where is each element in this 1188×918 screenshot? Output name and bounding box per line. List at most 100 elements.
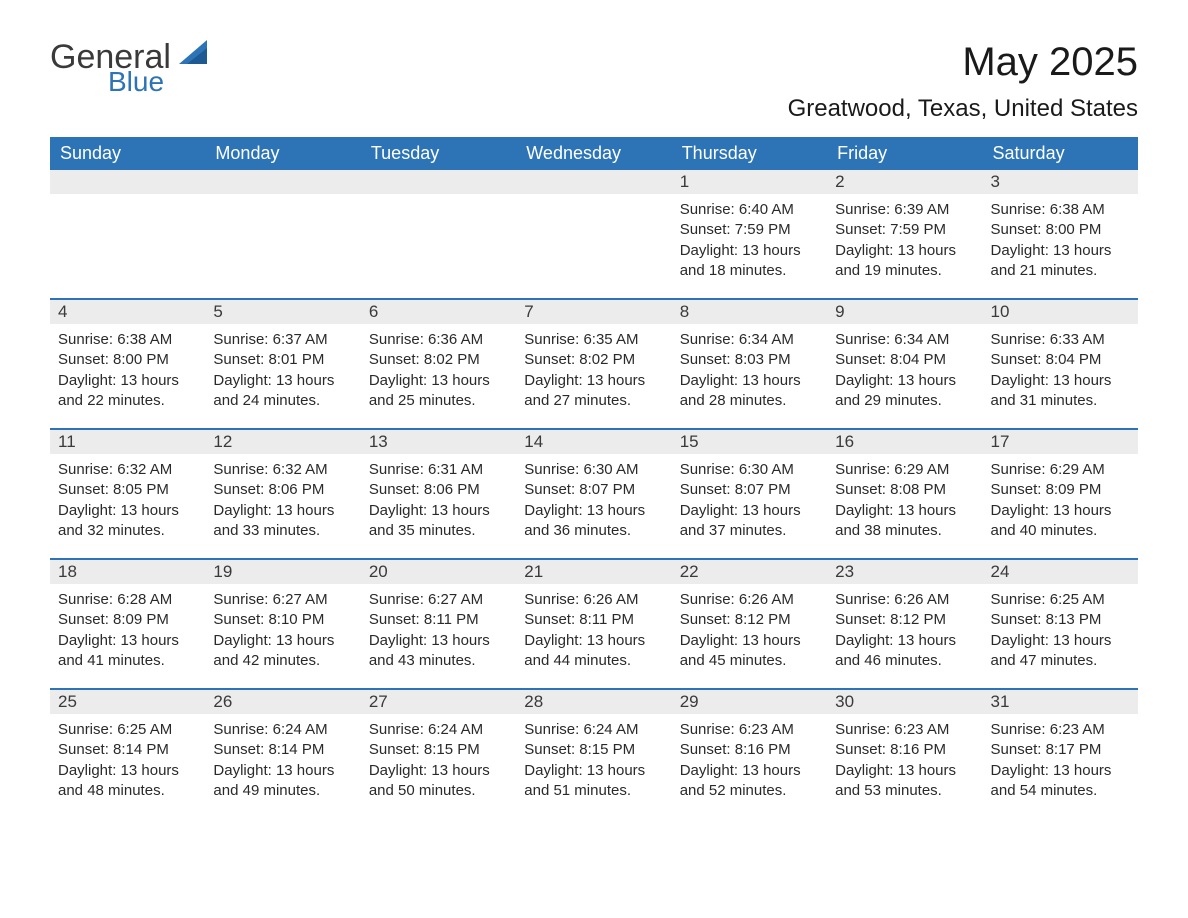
sunrise-line: Sunrise: 6:35 AM (524, 330, 663, 350)
daylight-line: and 48 minutes. (58, 781, 197, 801)
day-cell: 7Sunrise: 6:35 AMSunset: 8:02 PMDaylight… (516, 300, 671, 428)
sunset-line: Sunset: 8:06 PM (213, 480, 352, 500)
daylight-line: Daylight: 13 hours (524, 501, 663, 521)
day-number: 21 (516, 560, 671, 584)
sunset-line: Sunset: 8:17 PM (991, 740, 1130, 760)
daylight-line: and 40 minutes. (991, 521, 1130, 541)
sunset-line: Sunset: 8:04 PM (835, 350, 974, 370)
sunrise-line: Sunrise: 6:24 AM (369, 720, 508, 740)
day-details: Sunrise: 6:34 AMSunset: 8:04 PMDaylight:… (827, 324, 982, 417)
day-number: 10 (983, 300, 1138, 324)
day-number: 30 (827, 690, 982, 714)
sunset-line: Sunset: 8:04 PM (991, 350, 1130, 370)
day-number (361, 170, 516, 194)
calendar-week: 1Sunrise: 6:40 AMSunset: 7:59 PMDaylight… (50, 170, 1138, 298)
day-details: Sunrise: 6:30 AMSunset: 8:07 PMDaylight:… (516, 454, 671, 547)
daylight-line: and 41 minutes. (58, 651, 197, 671)
day-cell: 23Sunrise: 6:26 AMSunset: 8:12 PMDayligh… (827, 560, 982, 688)
daylight-line: and 49 minutes. (213, 781, 352, 801)
day-details: Sunrise: 6:37 AMSunset: 8:01 PMDaylight:… (205, 324, 360, 417)
day-number: 24 (983, 560, 1138, 584)
daylight-line: and 44 minutes. (524, 651, 663, 671)
day-number: 12 (205, 430, 360, 454)
sunset-line: Sunset: 8:16 PM (680, 740, 819, 760)
daylight-line: and 33 minutes. (213, 521, 352, 541)
day-cell: 5Sunrise: 6:37 AMSunset: 8:01 PMDaylight… (205, 300, 360, 428)
day-details: Sunrise: 6:23 AMSunset: 8:17 PMDaylight:… (983, 714, 1138, 807)
sunrise-line: Sunrise: 6:30 AM (680, 460, 819, 480)
day-details: Sunrise: 6:23 AMSunset: 8:16 PMDaylight:… (827, 714, 982, 807)
page-title: May 2025 (788, 40, 1138, 85)
day-details: Sunrise: 6:30 AMSunset: 8:07 PMDaylight:… (672, 454, 827, 547)
daylight-line: Daylight: 13 hours (680, 761, 819, 781)
sunrise-line: Sunrise: 6:32 AM (213, 460, 352, 480)
sunrise-line: Sunrise: 6:30 AM (524, 460, 663, 480)
daylight-line: Daylight: 13 hours (991, 371, 1130, 391)
daylight-line: Daylight: 13 hours (680, 501, 819, 521)
sunset-line: Sunset: 8:09 PM (58, 610, 197, 630)
day-cell: 15Sunrise: 6:30 AMSunset: 8:07 PMDayligh… (672, 430, 827, 558)
day-cell: 9Sunrise: 6:34 AMSunset: 8:04 PMDaylight… (827, 300, 982, 428)
daylight-line: Daylight: 13 hours (524, 371, 663, 391)
sunrise-line: Sunrise: 6:34 AM (835, 330, 974, 350)
daylight-line: and 43 minutes. (369, 651, 508, 671)
day-details: Sunrise: 6:26 AMSunset: 8:12 PMDaylight:… (827, 584, 982, 677)
sunrise-line: Sunrise: 6:23 AM (835, 720, 974, 740)
day-number (205, 170, 360, 194)
sunrise-line: Sunrise: 6:26 AM (680, 590, 819, 610)
day-number (50, 170, 205, 194)
daylight-line: and 18 minutes. (680, 261, 819, 281)
day-number: 7 (516, 300, 671, 324)
day-number: 31 (983, 690, 1138, 714)
daylight-line: and 36 minutes. (524, 521, 663, 541)
daylight-line: and 45 minutes. (680, 651, 819, 671)
day-number: 1 (672, 170, 827, 194)
day-number: 22 (672, 560, 827, 584)
day-cell: 13Sunrise: 6:31 AMSunset: 8:06 PMDayligh… (361, 430, 516, 558)
day-cell (205, 170, 360, 298)
day-cell: 19Sunrise: 6:27 AMSunset: 8:10 PMDayligh… (205, 560, 360, 688)
day-cell: 4Sunrise: 6:38 AMSunset: 8:00 PMDaylight… (50, 300, 205, 428)
sunrise-line: Sunrise: 6:26 AM (835, 590, 974, 610)
sunrise-line: Sunrise: 6:32 AM (58, 460, 197, 480)
day-number: 9 (827, 300, 982, 324)
weekday-header: Thursday (672, 137, 827, 170)
day-details: Sunrise: 6:39 AMSunset: 7:59 PMDaylight:… (827, 194, 982, 287)
day-details: Sunrise: 6:36 AMSunset: 8:02 PMDaylight:… (361, 324, 516, 417)
day-details: Sunrise: 6:38 AMSunset: 8:00 PMDaylight:… (983, 194, 1138, 287)
day-number: 26 (205, 690, 360, 714)
sunset-line: Sunset: 8:07 PM (680, 480, 819, 500)
day-details: Sunrise: 6:32 AMSunset: 8:05 PMDaylight:… (50, 454, 205, 547)
daylight-line: and 46 minutes. (835, 651, 974, 671)
daylight-line: Daylight: 13 hours (835, 371, 974, 391)
day-details: Sunrise: 6:29 AMSunset: 8:09 PMDaylight:… (983, 454, 1138, 547)
sunrise-line: Sunrise: 6:37 AM (213, 330, 352, 350)
day-number: 28 (516, 690, 671, 714)
sunset-line: Sunset: 8:02 PM (369, 350, 508, 370)
daylight-line: and 53 minutes. (835, 781, 974, 801)
daylight-line: Daylight: 13 hours (835, 501, 974, 521)
day-details: Sunrise: 6:35 AMSunset: 8:02 PMDaylight:… (516, 324, 671, 417)
sunset-line: Sunset: 8:14 PM (58, 740, 197, 760)
daylight-line: and 29 minutes. (835, 391, 974, 411)
daylight-line: Daylight: 13 hours (991, 761, 1130, 781)
day-cell: 12Sunrise: 6:32 AMSunset: 8:06 PMDayligh… (205, 430, 360, 558)
weekday-header: Sunday (50, 137, 205, 170)
sunset-line: Sunset: 8:07 PM (524, 480, 663, 500)
day-cell: 30Sunrise: 6:23 AMSunset: 8:16 PMDayligh… (827, 690, 982, 818)
sunset-line: Sunset: 8:06 PM (369, 480, 508, 500)
sunrise-line: Sunrise: 6:29 AM (835, 460, 974, 480)
sunset-line: Sunset: 8:16 PM (835, 740, 974, 760)
daylight-line: Daylight: 13 hours (213, 371, 352, 391)
day-number: 15 (672, 430, 827, 454)
calendar: SundayMondayTuesdayWednesdayThursdayFrid… (50, 137, 1138, 818)
sunrise-line: Sunrise: 6:24 AM (524, 720, 663, 740)
day-cell: 27Sunrise: 6:24 AMSunset: 8:15 PMDayligh… (361, 690, 516, 818)
daylight-line: and 54 minutes. (991, 781, 1130, 801)
day-cell: 11Sunrise: 6:32 AMSunset: 8:05 PMDayligh… (50, 430, 205, 558)
sunset-line: Sunset: 8:03 PM (680, 350, 819, 370)
day-number: 23 (827, 560, 982, 584)
daylight-line: and 52 minutes. (680, 781, 819, 801)
day-details: Sunrise: 6:32 AMSunset: 8:06 PMDaylight:… (205, 454, 360, 547)
daylight-line: Daylight: 13 hours (213, 631, 352, 651)
